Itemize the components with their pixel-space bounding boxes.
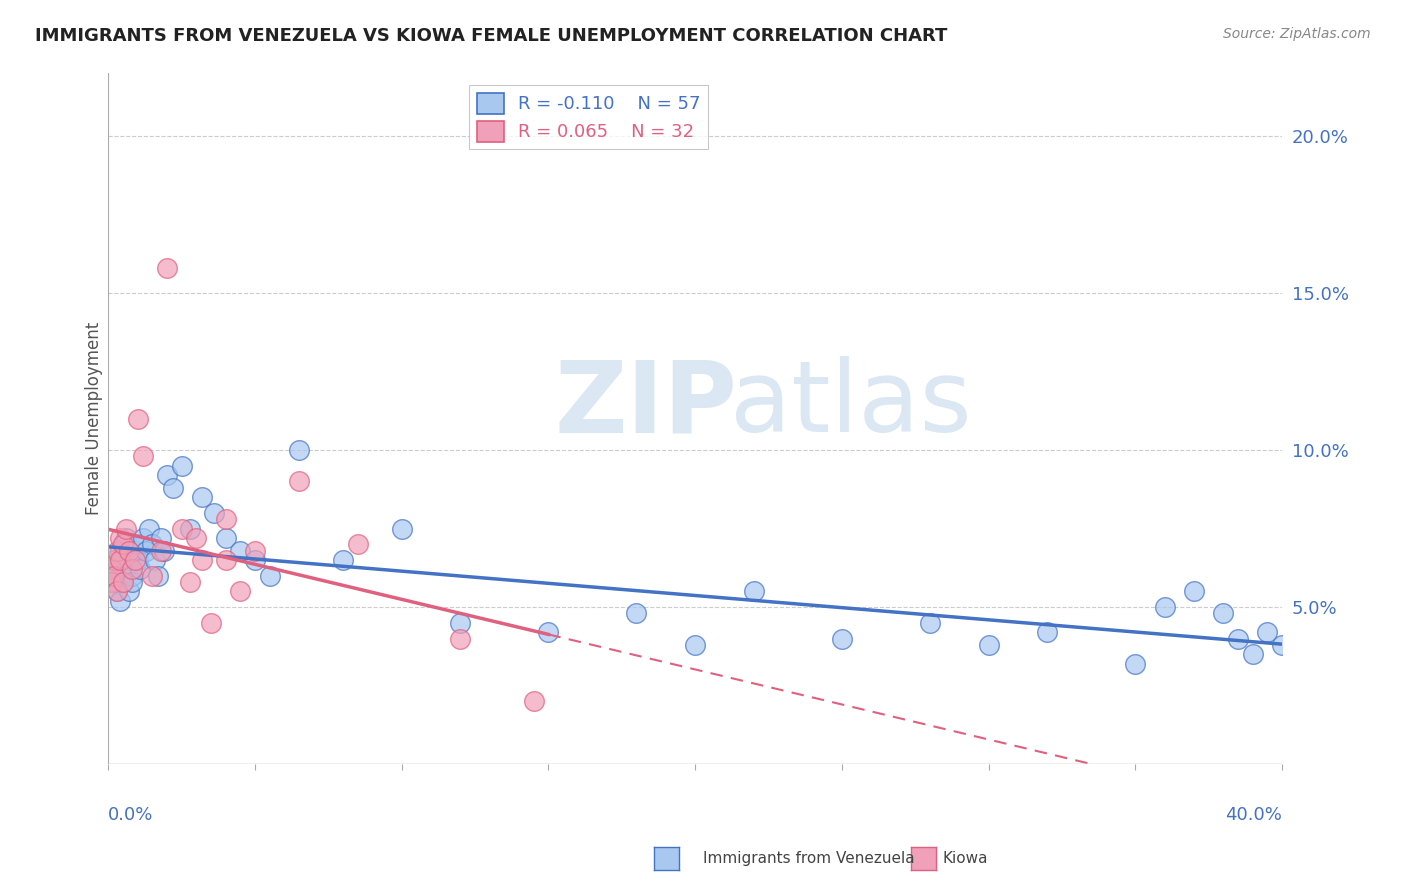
Point <box>346 537 368 551</box>
Point <box>124 553 146 567</box>
Text: 40.0%: 40.0% <box>1225 805 1282 823</box>
Point <box>288 443 311 458</box>
Point <box>121 562 143 576</box>
Point <box>153 543 176 558</box>
Point <box>332 553 354 567</box>
Point <box>162 481 184 495</box>
Point <box>156 260 179 275</box>
Point <box>523 694 546 708</box>
Point <box>135 543 157 558</box>
Text: ZIP: ZIP <box>554 356 737 453</box>
Point <box>243 553 266 567</box>
Point <box>1227 632 1250 646</box>
Point <box>108 594 131 608</box>
Point <box>259 568 281 582</box>
Point <box>150 531 173 545</box>
Point <box>214 553 236 567</box>
Point <box>229 543 252 558</box>
Point <box>1036 625 1059 640</box>
Point <box>118 543 141 558</box>
Point <box>118 553 141 567</box>
Point <box>683 638 706 652</box>
Point <box>1212 607 1234 621</box>
Point <box>200 615 222 630</box>
Point <box>229 584 252 599</box>
Point <box>1182 584 1205 599</box>
Point <box>146 568 169 582</box>
Point <box>108 543 131 558</box>
Point <box>156 468 179 483</box>
Point <box>150 543 173 558</box>
Point <box>191 553 214 567</box>
Point <box>105 553 128 567</box>
Point <box>191 490 214 504</box>
Point <box>103 553 125 567</box>
Point <box>105 584 128 599</box>
Point <box>105 543 128 558</box>
Point <box>179 522 201 536</box>
Point <box>111 574 134 589</box>
Point <box>103 574 125 589</box>
Point <box>214 512 236 526</box>
Point <box>214 531 236 545</box>
Point <box>111 537 134 551</box>
Point <box>1241 648 1264 662</box>
Text: atlas: atlas <box>730 356 972 453</box>
Point <box>179 574 201 589</box>
Point <box>202 506 225 520</box>
Point <box>537 625 560 640</box>
Point <box>105 584 128 599</box>
Text: IMMIGRANTS FROM VENEZUELA VS KIOWA FEMALE UNEMPLOYMENT CORRELATION CHART: IMMIGRANTS FROM VENEZUELA VS KIOWA FEMAL… <box>35 27 948 45</box>
Point <box>977 638 1000 652</box>
Point <box>1271 638 1294 652</box>
Text: 0.0%: 0.0% <box>108 805 153 823</box>
Point <box>129 562 152 576</box>
Point <box>111 574 134 589</box>
Point <box>121 568 143 582</box>
Text: Source: ZipAtlas.com: Source: ZipAtlas.com <box>1223 27 1371 41</box>
Point <box>118 584 141 599</box>
Point <box>831 632 853 646</box>
Point <box>141 537 163 551</box>
Point <box>124 543 146 558</box>
Point <box>103 568 125 582</box>
Point <box>243 543 266 558</box>
Point <box>186 531 208 545</box>
Point <box>449 615 471 630</box>
Point <box>103 568 125 582</box>
Point <box>100 562 122 576</box>
Point <box>111 537 134 551</box>
Point <box>1153 600 1175 615</box>
Y-axis label: Female Unemployment: Female Unemployment <box>86 322 103 516</box>
Point <box>918 615 941 630</box>
Point <box>132 531 155 545</box>
Point <box>141 568 163 582</box>
Point <box>170 458 193 473</box>
Point <box>114 562 136 576</box>
Point <box>121 574 143 589</box>
Text: Immigrants from Venezuela: Immigrants from Venezuela <box>703 851 915 865</box>
Point <box>138 522 160 536</box>
Point <box>391 522 413 536</box>
Point <box>127 537 149 551</box>
Point <box>1256 625 1278 640</box>
Point <box>143 553 166 567</box>
Point <box>127 553 149 567</box>
Point <box>114 522 136 536</box>
Point <box>288 475 311 489</box>
Point <box>449 632 471 646</box>
Point <box>742 584 765 599</box>
Point <box>108 531 131 545</box>
Point <box>132 450 155 464</box>
Point <box>100 559 122 574</box>
Point <box>626 607 648 621</box>
Point <box>170 522 193 536</box>
Point <box>108 553 131 567</box>
Point <box>114 531 136 545</box>
Point <box>100 574 122 589</box>
Point <box>127 411 149 425</box>
Point <box>1125 657 1147 671</box>
Legend: R = -0.110    N = 57, R = 0.065    N = 32: R = -0.110 N = 57, R = 0.065 N = 32 <box>470 86 707 149</box>
Text: Kiowa: Kiowa <box>942 851 987 865</box>
